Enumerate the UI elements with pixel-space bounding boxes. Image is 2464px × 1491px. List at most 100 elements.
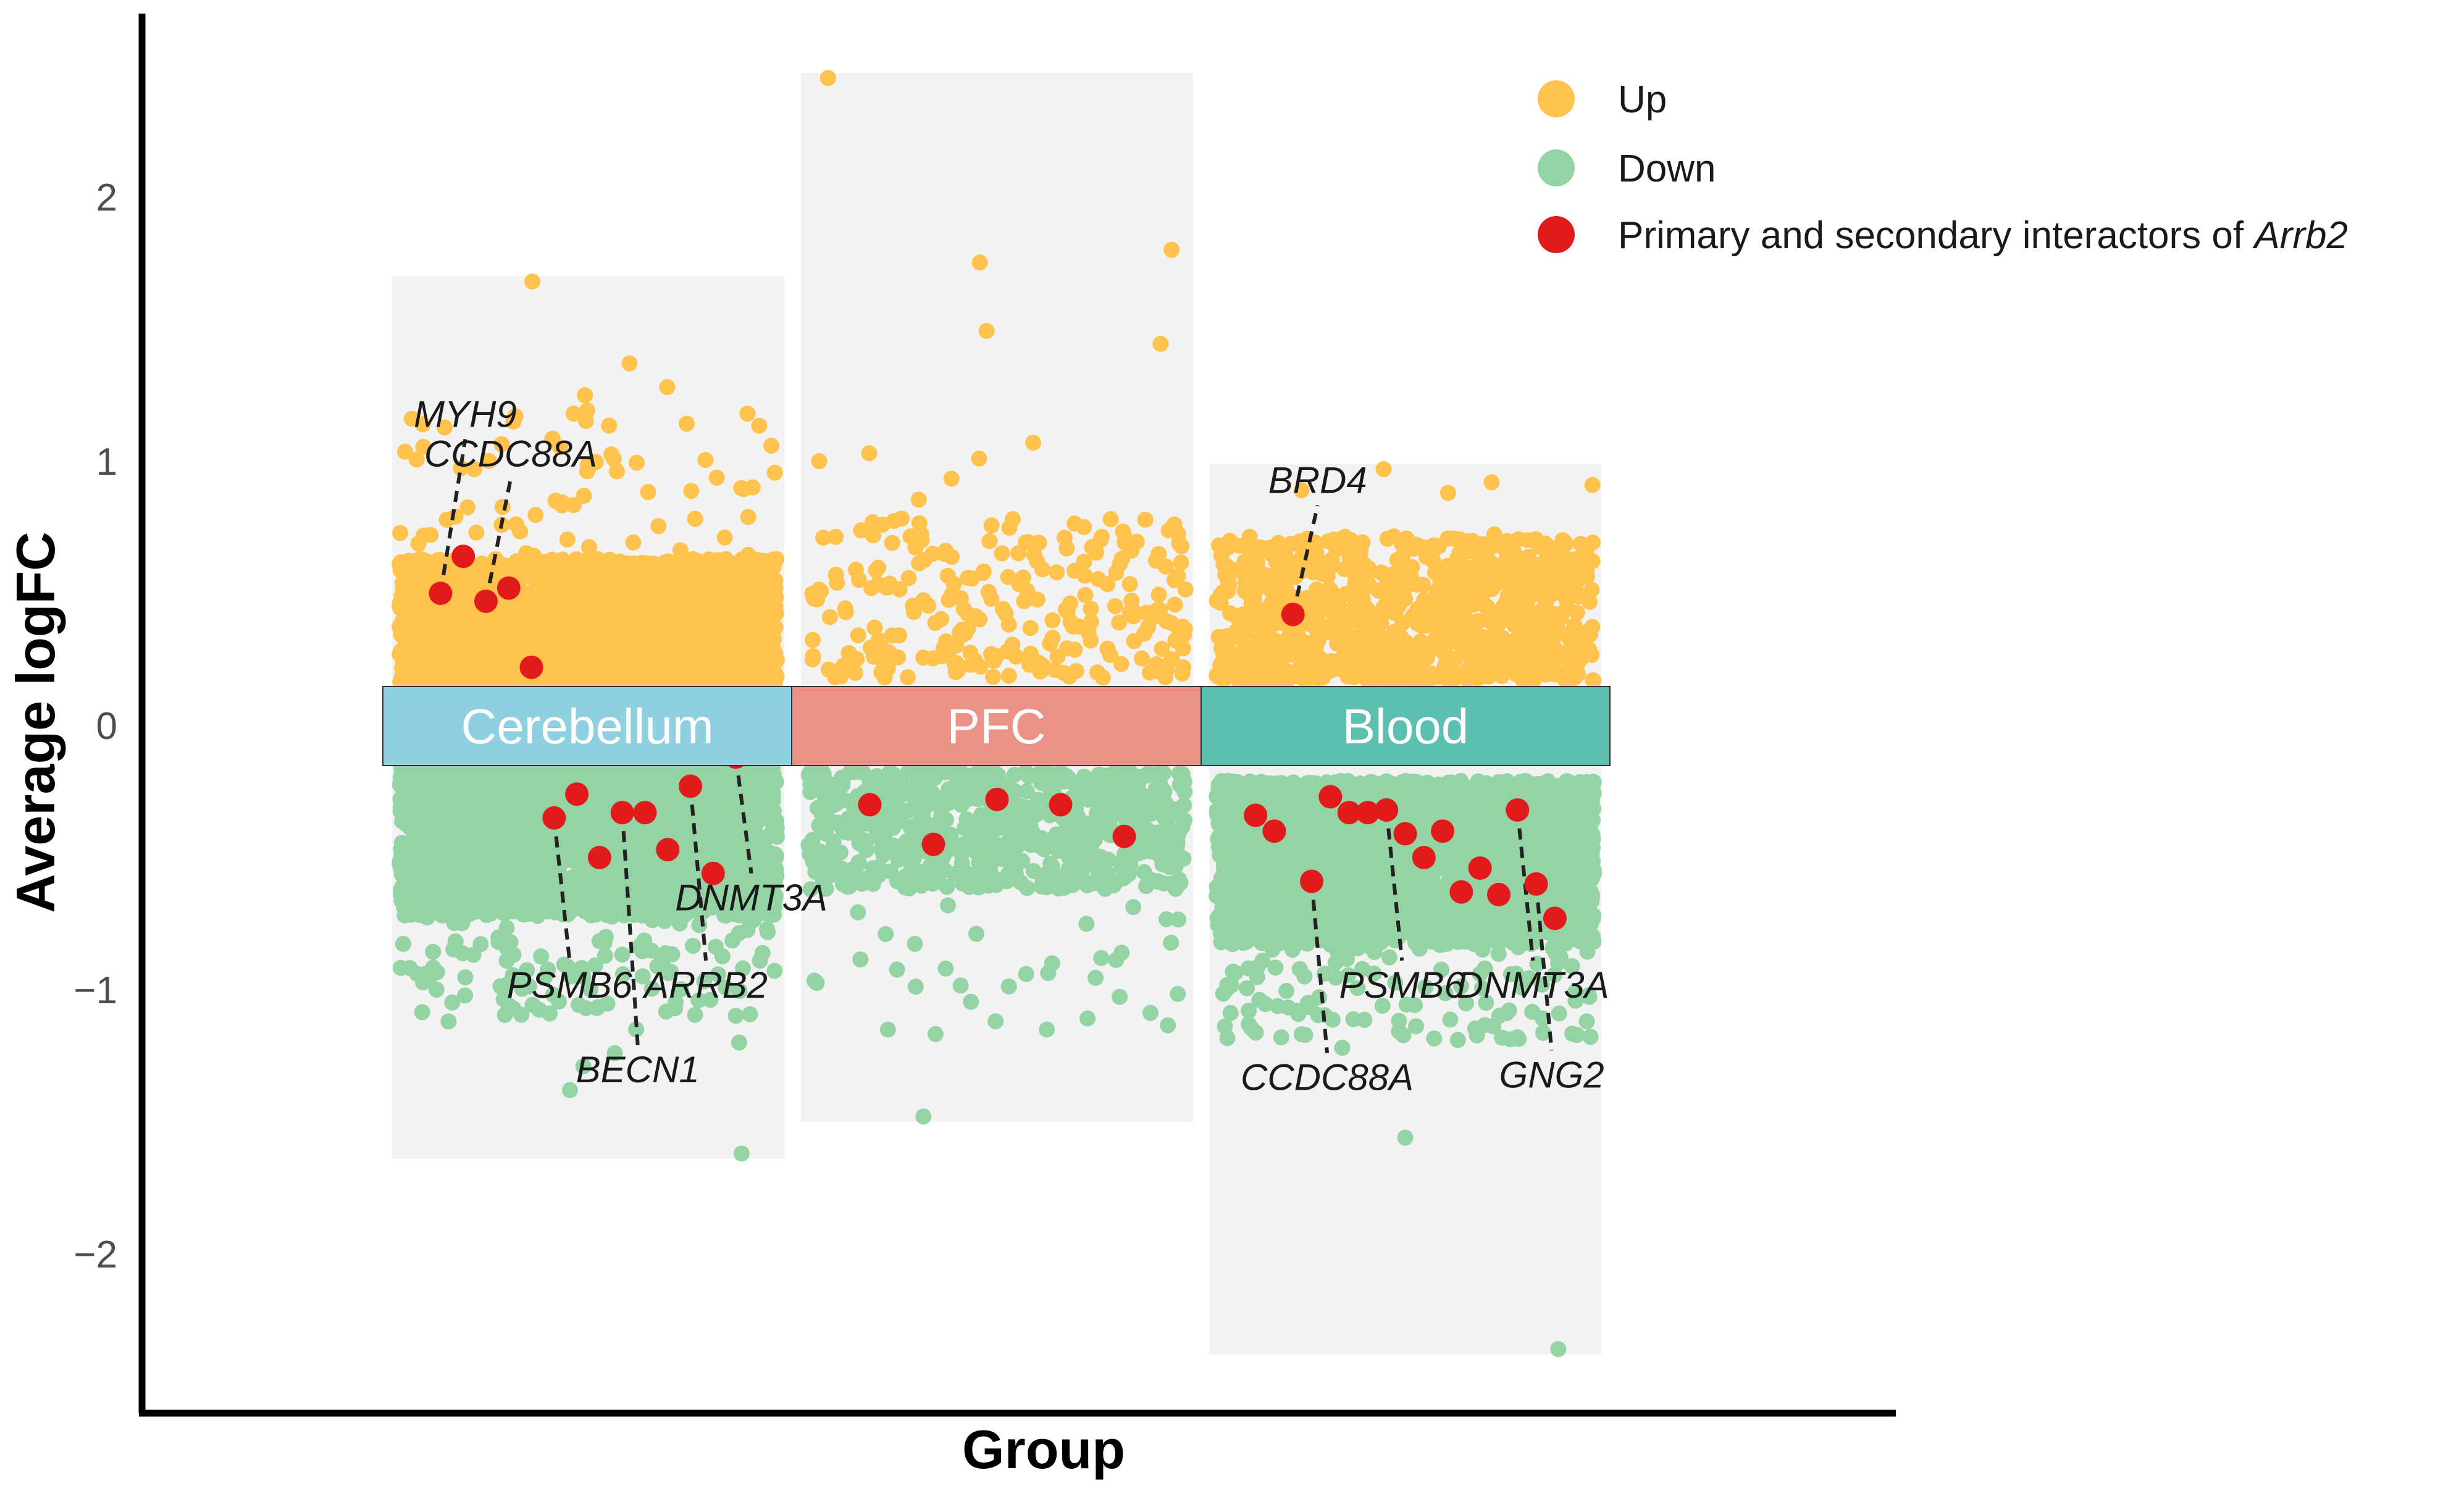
up-point: [621, 355, 638, 372]
up-point: [765, 631, 782, 648]
up-point: [526, 586, 542, 603]
up-point: [659, 379, 676, 396]
down-point: [533, 948, 550, 965]
up-point: [466, 461, 482, 478]
up-point: [395, 581, 411, 598]
up-point: [673, 664, 690, 680]
up-point: [501, 630, 518, 647]
up-point: [468, 524, 485, 541]
up-point: [585, 659, 601, 675]
up-point: [628, 622, 645, 639]
down-point: [724, 932, 741, 949]
up-point: [452, 636, 469, 653]
up-point: [504, 606, 521, 623]
up-point: [708, 469, 725, 486]
up-point: [566, 590, 582, 606]
up-point: [650, 518, 667, 535]
up-point: [565, 405, 582, 422]
up-point: [568, 612, 585, 629]
up-point: [429, 656, 446, 672]
up-point: [742, 569, 759, 586]
up-point: [453, 617, 469, 634]
up-point: [766, 464, 783, 481]
up-point: [576, 488, 592, 504]
down-point: [727, 1008, 744, 1024]
up-point: [396, 443, 413, 460]
up-point: [547, 656, 563, 673]
up-point: [680, 575, 697, 591]
up-point: [469, 627, 486, 643]
down-point: [444, 994, 461, 1011]
up-point: [716, 563, 733, 580]
up-point: [646, 583, 663, 599]
up-point: [743, 648, 760, 665]
up-point: [527, 507, 544, 524]
up-point: [624, 565, 640, 582]
up-point: [433, 669, 450, 686]
up-point: [465, 662, 482, 679]
up-point: [455, 575, 472, 591]
down-point: [685, 938, 702, 954]
up-point: [740, 509, 756, 525]
up-point: [543, 553, 560, 570]
up-point: [577, 387, 593, 403]
up-point: [628, 454, 645, 471]
up-point: [737, 601, 753, 618]
up-point: [520, 608, 537, 625]
up-point: [683, 483, 700, 499]
up-point: [415, 527, 432, 544]
up-point: [550, 612, 566, 629]
down-point: [742, 1006, 758, 1022]
up-point: [717, 625, 734, 642]
up-point: [553, 497, 570, 514]
up-point: [417, 626, 434, 643]
up-point: [408, 451, 425, 468]
up-point: [665, 642, 682, 659]
up-point: [547, 589, 563, 606]
up-point: [678, 627, 695, 644]
up-point: [411, 670, 427, 687]
up-point: [529, 625, 545, 642]
down-point: [687, 1006, 703, 1023]
down-point: [766, 963, 783, 979]
down-point: [395, 935, 411, 952]
up-point: [566, 497, 582, 514]
up-point: [589, 634, 605, 651]
up-point: [473, 611, 490, 627]
up-point: [515, 638, 532, 654]
up-point: [700, 551, 717, 567]
up-point: [763, 437, 780, 454]
down-point: [414, 1004, 430, 1021]
up-point: [524, 273, 541, 290]
up-point: [679, 416, 695, 432]
down-point: [409, 966, 425, 982]
up-point: [679, 604, 695, 621]
up-point: [508, 516, 524, 533]
up-point: [743, 670, 760, 687]
up-point: [493, 436, 510, 453]
up-point: [751, 417, 768, 434]
down-point: [457, 969, 474, 985]
up-point: [447, 508, 464, 525]
up-point: [568, 556, 585, 573]
up-point: [559, 531, 576, 548]
up-point: [640, 484, 656, 501]
up-point: [676, 554, 693, 571]
up-point: [521, 556, 538, 573]
up-point: [626, 663, 643, 680]
up-point: [603, 446, 619, 463]
up-point: [577, 412, 594, 429]
up-point: [758, 662, 774, 679]
up-point: [484, 658, 500, 674]
up-point: [392, 556, 408, 572]
up-point: [592, 615, 608, 632]
up-point: [706, 595, 723, 611]
up-point: [494, 498, 511, 515]
up-point: [643, 648, 660, 664]
up-point: [401, 654, 418, 671]
up-point: [687, 511, 703, 527]
up-point: [417, 553, 434, 570]
up-point: [716, 529, 733, 546]
up-point: [392, 525, 409, 541]
